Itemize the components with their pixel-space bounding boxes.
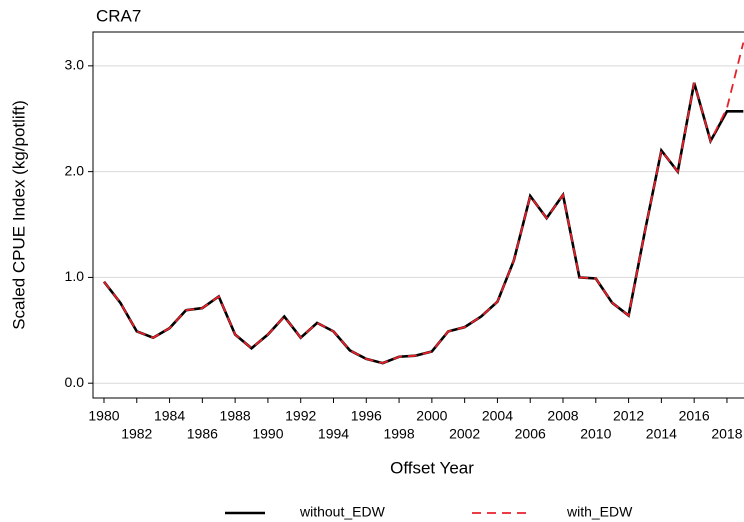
x-tick-label: 1986	[187, 426, 218, 442]
chart-title: CRA7	[96, 6, 141, 25]
x-tick-label: 1998	[383, 426, 414, 442]
legend-label: with_EDW	[566, 504, 633, 520]
y-tick-label: 1.0	[65, 268, 85, 284]
y-tick-label: 3.0	[65, 57, 85, 73]
x-axis-label: Offset Year	[390, 458, 474, 477]
y-tick-label: 2.0	[65, 162, 85, 178]
series-line	[102, 82, 744, 365]
legend-label: without_EDW	[299, 504, 386, 520]
series-line	[103, 42, 744, 365]
y-tick-label: 0.0	[65, 374, 85, 390]
x-tick-label: 2008	[547, 408, 578, 424]
x-tick-label: 1992	[285, 408, 316, 424]
x-tick-label: 2010	[580, 426, 611, 442]
x-tick-label: 1984	[154, 408, 185, 424]
x-tick-label: 1990	[252, 426, 283, 442]
x-tick-label: 2002	[449, 426, 480, 442]
x-tick-label: 2000	[416, 408, 447, 424]
x-tick-label: 2012	[613, 408, 644, 424]
plot-frame	[92, 31, 744, 399]
x-tick-label: 1994	[318, 426, 349, 442]
x-tick-label: 1996	[351, 408, 382, 424]
x-tick-label: 2006	[515, 426, 546, 442]
x-tick-label: 1980	[88, 408, 119, 424]
x-tick-label: 2014	[646, 426, 677, 442]
x-tick-label: 2016	[679, 408, 710, 424]
x-tick-label: 1982	[121, 426, 152, 442]
x-tick-label: 2004	[482, 408, 513, 424]
x-tick-label: 2018	[711, 426, 742, 442]
y-axis-label: Scaled CPUE Index (kg/potlift)	[9, 100, 28, 330]
x-tick-label: 1988	[220, 408, 251, 424]
